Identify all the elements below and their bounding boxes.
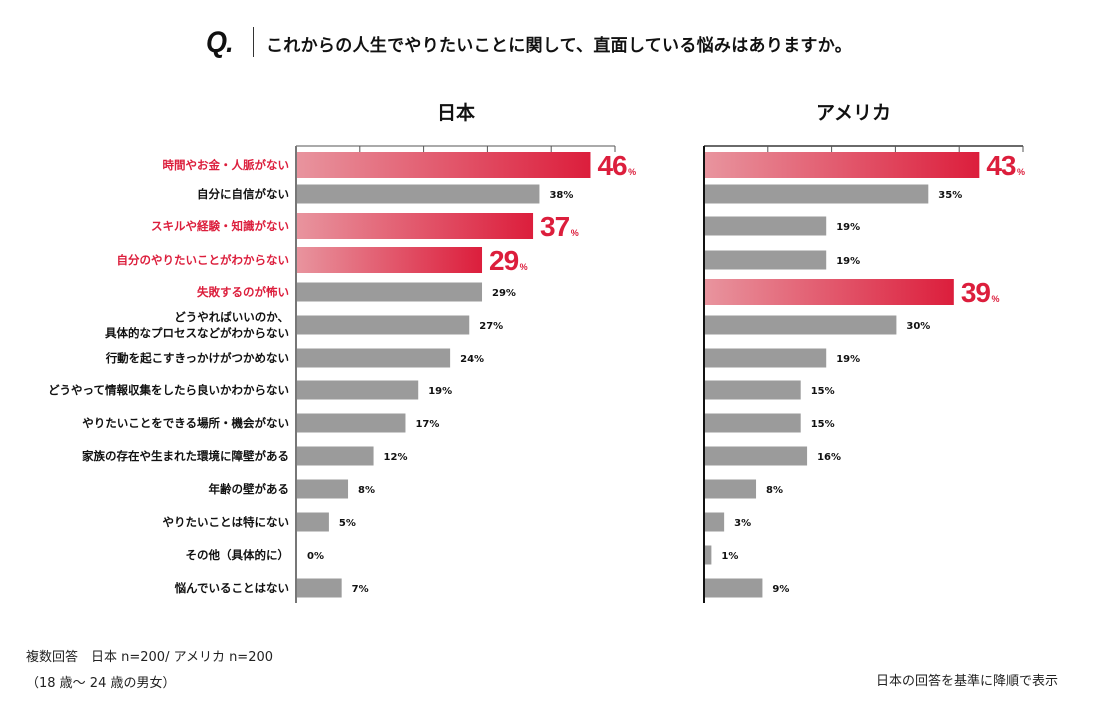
usa-value-label: 15% [811, 419, 835, 430]
usa-value-label: 19% [836, 354, 860, 365]
category-label: 自分のやりたいことがわからない [117, 253, 290, 267]
footnote-sort-note: 日本の回答を基準に降順で表示 [876, 674, 1059, 689]
usa-bar [705, 413, 801, 433]
japan-bar [297, 315, 470, 335]
japan-value-label: 24% [460, 354, 484, 365]
value-unit: % [990, 294, 1000, 304]
question-mark: Q. [206, 26, 234, 59]
category-label: その他（具体的に） [186, 548, 290, 562]
usa-bar [705, 279, 954, 305]
usa-bar [705, 184, 929, 204]
category-label: 家族の存在や生まれた環境に障壁がある [82, 449, 289, 463]
usa-value-label: 43 % [986, 150, 1025, 181]
category-label: どうやればいいのか、 [174, 310, 289, 324]
usa-value-label: 16% [817, 452, 841, 463]
category-label: スキルや経験・知識がない [151, 219, 289, 233]
usa-bar [705, 512, 725, 532]
category-label: 年齢の壁がある [209, 482, 290, 496]
japan-bar [297, 213, 534, 239]
japan-value-label: 8% [358, 485, 375, 496]
category-label: 行動を起こすきっかけがつかめない [105, 351, 289, 365]
category-label: やりたいことをできる場所・機会がない [82, 416, 289, 430]
usa-bar [705, 315, 897, 335]
value-unit: % [627, 167, 637, 177]
category-label: 失敗するのが怖い [197, 285, 289, 299]
usa-value-label: 3% [734, 518, 751, 529]
japan-value-label: 7% [352, 584, 369, 595]
usa-value-label: 19% [836, 256, 860, 267]
usa-bar [705, 348, 827, 368]
category-label: 時間やお金・人脈がない [163, 158, 290, 172]
japan-bar [297, 282, 483, 302]
footnote-age: （18 歳〜 24 歳の男女） [26, 676, 176, 691]
usa-bar [705, 250, 827, 270]
japan-value-label: 27% [479, 321, 503, 332]
usa-bar [705, 545, 712, 565]
category-label: 自分に自信がない [197, 187, 289, 201]
value-number: 43 [986, 150, 1016, 181]
usa-value-label: 19% [836, 222, 860, 233]
usa-bar [705, 479, 757, 499]
japan-bar [297, 247, 483, 273]
japan-bar [297, 380, 419, 400]
question-divider [253, 27, 254, 57]
usa-bar [705, 152, 980, 178]
japan-bar [297, 479, 349, 499]
japan-bar [297, 348, 451, 368]
japan-value-label: 38% [549, 190, 573, 201]
category-label: 具体的なプロセスなどがわからない [105, 326, 289, 340]
category-label: どうやって情報収集をしたら良いかわからない [48, 383, 289, 397]
value-unit: % [1015, 167, 1025, 177]
japan-value-label: 46 % [597, 150, 636, 181]
japan-value-label: 5% [339, 518, 356, 529]
usa-panel-title: アメリカ [816, 102, 892, 124]
usa-value-label: 9% [772, 584, 789, 595]
japan-bar [297, 413, 406, 433]
japan-panel-title: 日本 [437, 102, 476, 124]
japan-value-label: 12% [384, 452, 408, 463]
value-number: 37 [540, 211, 570, 242]
usa-bar [705, 446, 808, 466]
japan-bar [297, 152, 591, 178]
category-label: やりたいことは特にない [163, 515, 290, 529]
japan-bar [297, 512, 329, 532]
usa-value-label: 39 % [961, 277, 1000, 308]
value-number: 29 [489, 245, 519, 276]
usa-value-label: 30% [906, 321, 930, 332]
japan-value-label: 29 % [489, 245, 528, 276]
usa-value-label: 1% [721, 551, 738, 562]
value-unit: % [518, 262, 528, 272]
usa-value-label: 8% [766, 485, 783, 496]
japan-bar [297, 184, 540, 204]
usa-value-label: 35% [938, 190, 962, 201]
japan-value-label: 29% [492, 288, 516, 299]
category-label: 悩んでいることはない [174, 581, 289, 595]
japan-value-label: 17% [415, 419, 439, 430]
footnote-sample: 複数回答 日本 n=200/ アメリカ n=200 [26, 650, 274, 665]
value-unit: % [569, 228, 579, 238]
question-text: これからの人生でやりたいことに関して、直面している悩みはありますか。 [266, 36, 852, 56]
usa-bar [705, 216, 827, 236]
usa-bar [705, 380, 801, 400]
usa-bar [705, 578, 763, 598]
value-number: 46 [597, 150, 627, 181]
usa-value-label: 15% [811, 386, 835, 397]
value-number: 39 [961, 277, 991, 308]
japan-value-label: 19% [428, 386, 452, 397]
japan-value-label: 37 % [540, 211, 579, 242]
japan-value-label: 0% [307, 551, 324, 562]
japan-bar [297, 446, 374, 466]
japan-bar [297, 578, 342, 598]
